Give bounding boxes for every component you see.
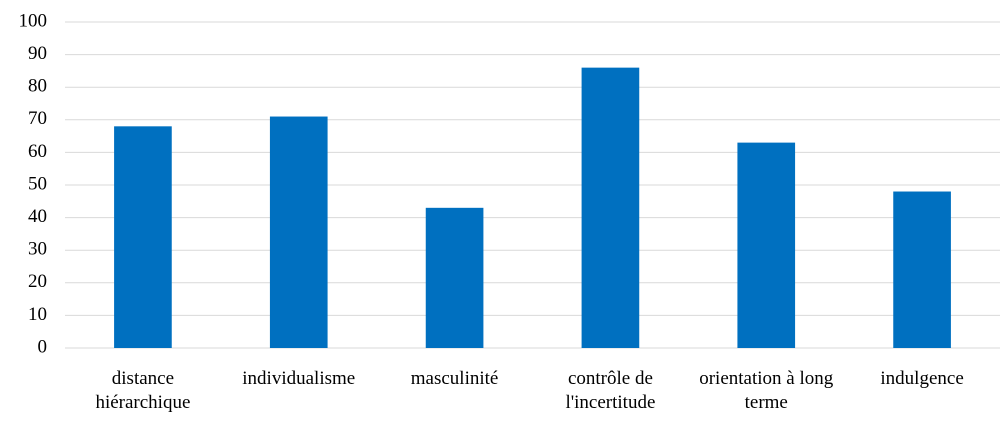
x-tick-label: orientation à long terme xyxy=(699,368,834,413)
bar xyxy=(425,207,484,348)
x-tick-label: individualisme xyxy=(242,368,356,389)
y-tick-label: 50 xyxy=(28,173,47,194)
bar xyxy=(114,126,172,348)
y-tick-label: 0 xyxy=(38,336,48,357)
y-tick-label: 30 xyxy=(28,239,47,260)
y-tick-label: 100 xyxy=(19,10,48,31)
x-tick-label: masculinité xyxy=(410,368,499,389)
y-tick-label: 20 xyxy=(28,271,47,292)
x-tick-label: distance hiérarchique xyxy=(95,368,191,413)
bar xyxy=(893,191,951,348)
x-tick-label: indulgence xyxy=(880,368,964,389)
y-tick-label: 10 xyxy=(28,304,47,325)
bar xyxy=(737,142,796,348)
bar xyxy=(269,116,328,348)
bar xyxy=(581,67,640,348)
y-tick-label: 70 xyxy=(28,108,47,129)
y-tick-label: 90 xyxy=(28,43,47,64)
x-tick-label: contrôle de l'incertitude xyxy=(565,368,656,413)
y-tick-label: 60 xyxy=(28,141,47,162)
y-tick-label: 40 xyxy=(28,206,47,227)
y-tick-label: 80 xyxy=(28,76,47,97)
